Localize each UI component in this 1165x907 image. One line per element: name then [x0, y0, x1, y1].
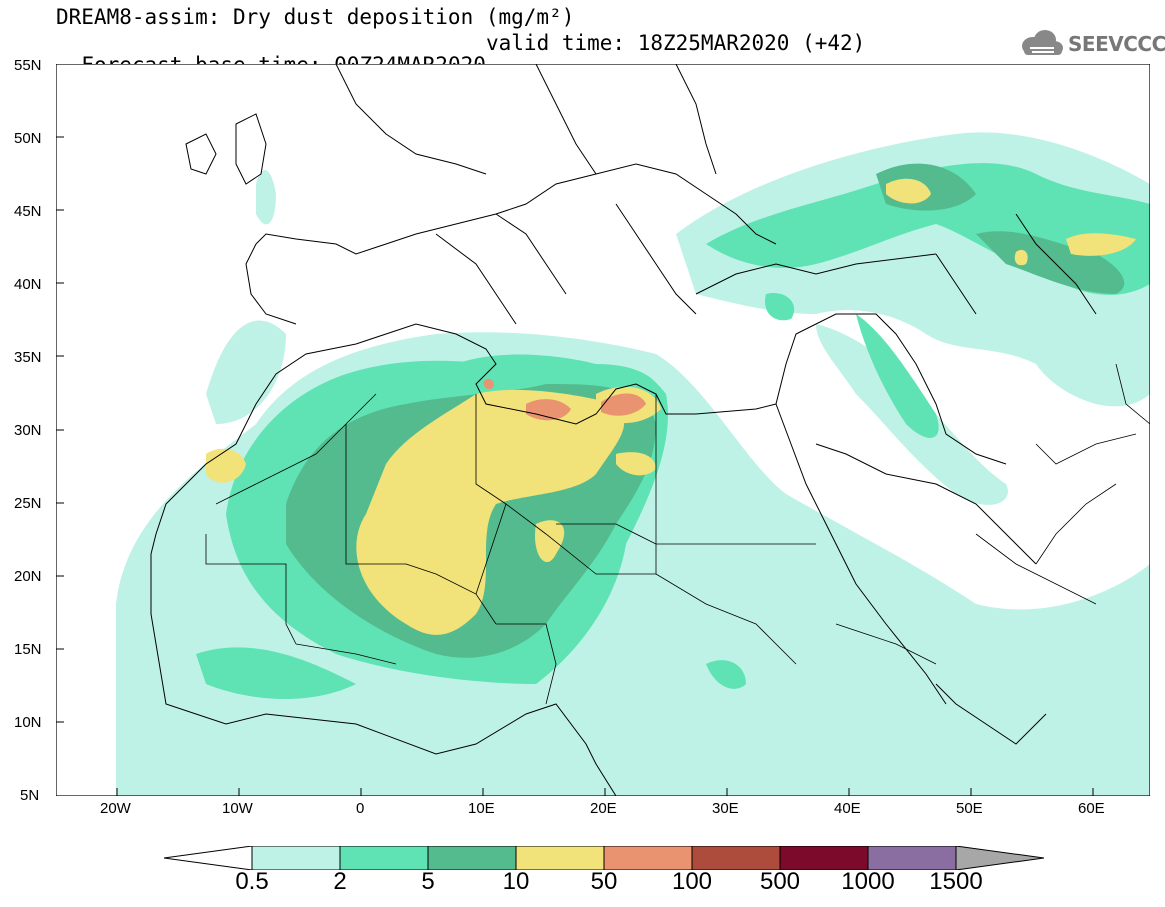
lat-label: 45N: [14, 203, 42, 220]
legend-label: 50: [590, 868, 618, 895]
lat-label: 40N: [14, 276, 42, 293]
lat-label: 25N: [14, 495, 42, 512]
legend-label: 1000: [841, 868, 895, 895]
legend-label: 100: [671, 868, 713, 895]
lon-label: 30E: [712, 800, 739, 817]
legend-label: 500: [759, 868, 801, 895]
legend-swatch: [427, 846, 517, 870]
lon-label: 0: [356, 800, 365, 817]
legend-swatch: [867, 846, 957, 870]
lat-label: 10N: [14, 714, 42, 731]
lon-label: 10W: [222, 800, 253, 817]
lat-label: 5N: [20, 787, 40, 804]
legend-label: 0.5: [235, 868, 269, 895]
legend-swatch: [779, 846, 869, 870]
legend-label: 5: [421, 868, 435, 895]
legend-label: 2: [333, 868, 347, 895]
legend-swatch: [955, 846, 1044, 870]
lat-label: 55N: [14, 57, 42, 74]
map-title: DREAM8-assim: Dry dust deposition (mg/m²…: [56, 5, 575, 29]
logo-text: SEEVCCC: [1068, 32, 1165, 56]
legend-swatch: [691, 846, 781, 870]
lon-label: 20E: [590, 800, 617, 817]
seevccc-logo: SEEVCCC: [1018, 28, 1165, 60]
legend-label: 10: [502, 868, 530, 895]
lon-label: 50E: [956, 800, 983, 817]
legend-label: 1500: [929, 868, 983, 895]
coastlines-borders: [150, 64, 1097, 796]
legend-swatch: [603, 846, 693, 870]
lat-label: 20N: [14, 568, 42, 585]
legend-swatch: [164, 846, 253, 870]
legend-swatch: [515, 846, 605, 870]
lon-label: 60E: [1078, 800, 1105, 817]
legend-swatch: [339, 846, 429, 870]
lat-label: 35N: [14, 349, 42, 366]
legend-swatch: [251, 846, 341, 870]
lon-label: 40E: [834, 800, 861, 817]
political-borders: [205, 363, 1150, 705]
valid-time: valid time: 18Z25MAR2020 (+42): [486, 31, 866, 55]
axis-ticks: [56, 136, 1094, 796]
deposition-layer-50-100: [483, 378, 646, 421]
cloud-icon: [1022, 30, 1063, 55]
lat-label: 15N: [14, 641, 42, 658]
lon-label: 20W: [100, 800, 131, 817]
deposition-layer-10-50: [206, 178, 1136, 635]
lat-label: 30N: [14, 422, 42, 439]
lat-label: 50N: [14, 130, 42, 147]
legend-colorbar: [164, 846, 1044, 870]
lon-label: 10E: [468, 800, 495, 817]
dust-deposition-map: [56, 64, 1150, 796]
